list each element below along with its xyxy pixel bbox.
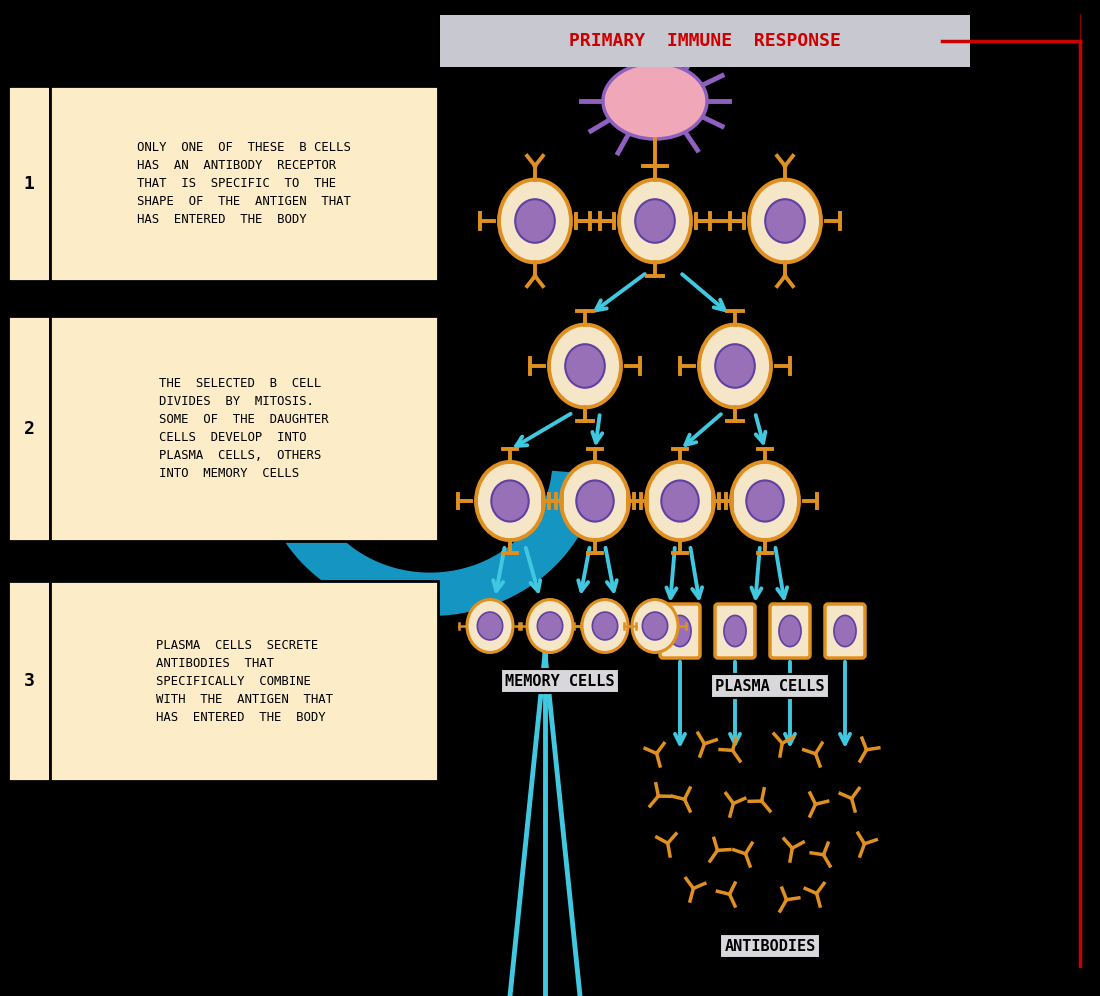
Text: PRIMARY  IMMUNE  RESPONSE: PRIMARY IMMUNE RESPONSE	[569, 32, 840, 50]
FancyBboxPatch shape	[50, 86, 438, 281]
Ellipse shape	[619, 179, 691, 262]
Text: ANTIBODIES: ANTIBODIES	[725, 938, 815, 953]
Text: PLASMA  CELLS  SECRETE
ANTIBODIES  THAT
SPECIFICALLY  COMBINE
WITH  THE  ANTIGEN: PLASMA CELLS SECRETE ANTIBODIES THAT SPE…	[155, 638, 332, 723]
Text: 2: 2	[23, 419, 34, 437]
Ellipse shape	[492, 480, 529, 522]
FancyBboxPatch shape	[8, 316, 50, 541]
Text: THE  SELECTED  B  CELL
DIVIDES  BY  MITOSIS.
SOME  OF  THE  DAUGHTER
CELLS  DEVE: THE SELECTED B CELL DIVIDES BY MITOSIS. …	[160, 377, 329, 480]
Ellipse shape	[635, 199, 674, 243]
Ellipse shape	[646, 462, 714, 540]
FancyBboxPatch shape	[50, 581, 438, 781]
Text: 1: 1	[23, 174, 34, 192]
Ellipse shape	[565, 345, 605, 387]
Ellipse shape	[834, 616, 856, 646]
Ellipse shape	[766, 199, 805, 243]
FancyBboxPatch shape	[440, 15, 970, 67]
Ellipse shape	[549, 325, 621, 407]
Ellipse shape	[669, 616, 691, 646]
Ellipse shape	[527, 600, 573, 652]
Ellipse shape	[561, 462, 629, 540]
Ellipse shape	[582, 600, 628, 652]
Ellipse shape	[732, 462, 799, 540]
FancyBboxPatch shape	[770, 604, 810, 658]
Ellipse shape	[724, 616, 746, 646]
Text: 3: 3	[23, 672, 34, 690]
Text: ONLY  ONE  OF  THESE  B CELLS
HAS  AN  ANTIBODY  RECEPTOR
THAT  IS  SPECIFIC  TO: ONLY ONE OF THESE B CELLS HAS AN ANTIBOD…	[138, 141, 351, 226]
FancyBboxPatch shape	[50, 316, 438, 541]
Ellipse shape	[661, 480, 698, 522]
Ellipse shape	[715, 345, 755, 387]
PathPatch shape	[261, 471, 600, 616]
Ellipse shape	[746, 480, 783, 522]
Text: MEMORY CELLS: MEMORY CELLS	[505, 673, 615, 688]
Ellipse shape	[749, 179, 821, 262]
Ellipse shape	[642, 613, 668, 639]
Ellipse shape	[476, 462, 544, 540]
Ellipse shape	[576, 480, 614, 522]
Ellipse shape	[468, 600, 513, 652]
Ellipse shape	[477, 613, 503, 639]
FancyBboxPatch shape	[825, 604, 865, 658]
Ellipse shape	[603, 63, 707, 139]
Ellipse shape	[515, 199, 554, 243]
Text: PLASMA CELLS: PLASMA CELLS	[715, 678, 825, 693]
Ellipse shape	[698, 325, 771, 407]
Ellipse shape	[499, 179, 571, 262]
FancyBboxPatch shape	[660, 604, 700, 658]
Ellipse shape	[632, 600, 678, 652]
FancyBboxPatch shape	[8, 581, 50, 781]
FancyBboxPatch shape	[8, 86, 50, 281]
Ellipse shape	[538, 613, 562, 639]
FancyBboxPatch shape	[715, 604, 755, 658]
Ellipse shape	[779, 616, 801, 646]
Ellipse shape	[592, 613, 618, 639]
